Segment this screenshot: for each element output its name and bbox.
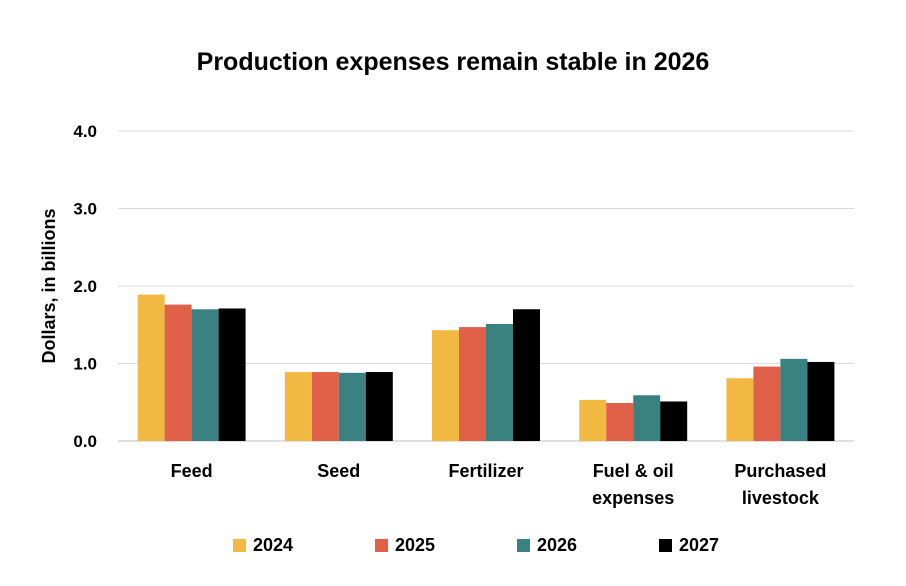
bar-2024 xyxy=(137,294,165,441)
x-category-label: Fertilizer xyxy=(448,461,523,481)
y-tick-label: 1.0 xyxy=(73,355,97,374)
x-axis-categories: Feed Seed Fertilizer Fuel & oil expenses Purc… xyxy=(171,461,827,508)
bar-2025 xyxy=(164,304,192,441)
bar-2027 xyxy=(218,308,246,441)
bar-2026 xyxy=(191,309,219,441)
bar-2025 xyxy=(606,403,634,441)
bar-2024 xyxy=(432,330,459,441)
legend-item-2027: 2027 xyxy=(659,532,719,558)
bar-2027 xyxy=(513,309,540,441)
legend: 2024 2025 2026 2027 xyxy=(0,532,906,558)
y-axis-title: Dollars, in billions xyxy=(39,208,59,363)
y-tick-label: 3.0 xyxy=(73,200,97,219)
bar-2026 xyxy=(780,358,808,441)
legend-item-2025: 2025 xyxy=(375,532,435,558)
legend-swatch xyxy=(659,538,672,552)
x-category-label: Feed xyxy=(171,461,213,481)
bar-2024 xyxy=(579,399,607,441)
y-tick-label: 0.0 xyxy=(73,432,97,451)
bar-2027 xyxy=(365,372,393,441)
x-category-label: Seed xyxy=(317,461,360,481)
bar-2024 xyxy=(726,378,754,441)
bars xyxy=(137,294,835,441)
bar-2026 xyxy=(633,395,661,441)
bar-2025 xyxy=(753,366,781,441)
legend-label: 2026 xyxy=(537,534,578,555)
legend-swatch xyxy=(517,538,530,552)
bar-2026 xyxy=(338,372,366,441)
legend-item-2024: 2024 xyxy=(233,532,293,558)
legend-swatch xyxy=(375,538,388,552)
bar-2025 xyxy=(311,372,339,441)
legend-swatch xyxy=(233,538,246,552)
y-tick-label: 4.0 xyxy=(73,122,97,141)
x-category-label: Fuel & oil expenses xyxy=(592,461,674,508)
bar-2027 xyxy=(807,361,835,441)
y-tick-label: 2.0 xyxy=(73,277,97,296)
legend-label: 2024 xyxy=(253,534,294,555)
bar-2025 xyxy=(459,327,486,441)
y-axis-ticks: 0.0 1.0 2.0 3.0 4.0 xyxy=(73,122,97,451)
x-category-label: Purchased livestock xyxy=(734,461,826,508)
legend-item-2026: 2026 xyxy=(517,532,577,558)
bar-2024 xyxy=(284,372,312,441)
bar-2027 xyxy=(660,401,688,441)
legend-label: 2025 xyxy=(395,534,436,555)
legend-label: 2027 xyxy=(679,534,720,555)
bar-2026 xyxy=(486,323,513,441)
chart-title: Production expenses remain stable in 202… xyxy=(196,48,710,76)
